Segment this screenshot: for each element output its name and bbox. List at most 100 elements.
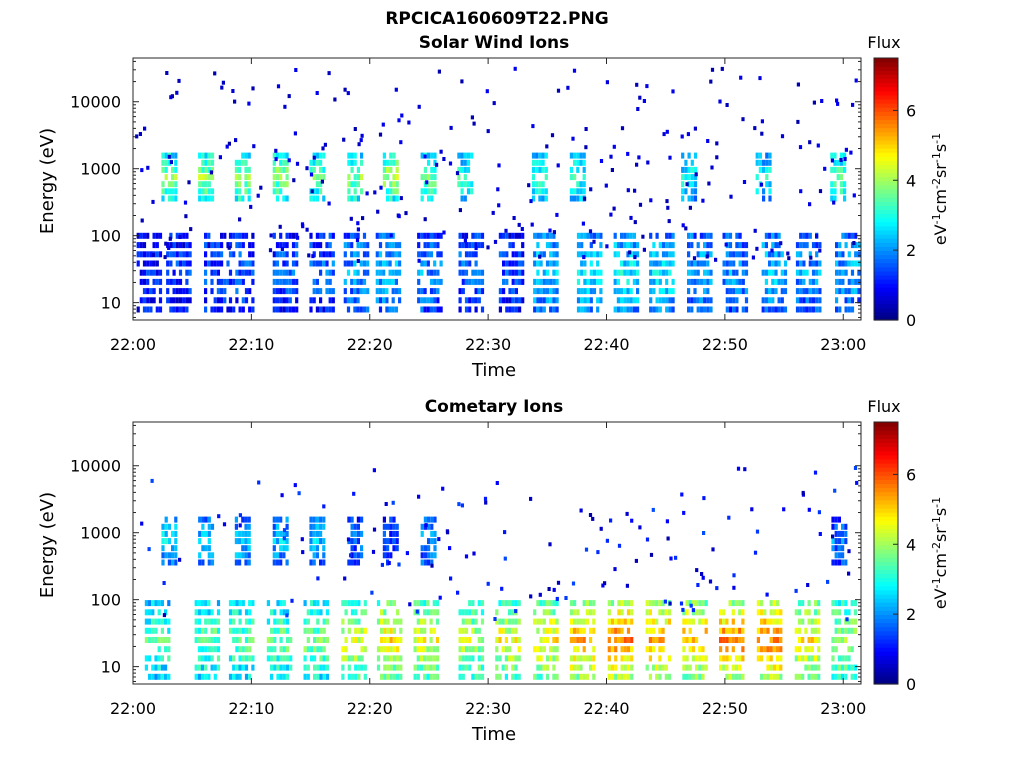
- heatmap-cell: [244, 152, 248, 159]
- heatmap-cell: [688, 637, 692, 643]
- heatmap-cell: [420, 530, 424, 537]
- heatmap-cell: [282, 306, 286, 313]
- heatmap-cell: [315, 552, 319, 559]
- heatmap-cell: [596, 306, 600, 313]
- heatmap-cell: [309, 538, 313, 545]
- heatmap-cell: [194, 609, 198, 616]
- heatmap-cell: [207, 545, 211, 552]
- heatmap-cell: [161, 152, 165, 159]
- heatmap-cell: [322, 516, 326, 523]
- heatmap-cell: [375, 288, 379, 295]
- heatmap-cell: [210, 269, 214, 276]
- heatmap-cell: [166, 297, 170, 304]
- heatmap-cell: [552, 664, 556, 671]
- heatmap-cell: [731, 637, 735, 643]
- heatmap-cell: [837, 664, 841, 671]
- heatmap-cell: [232, 278, 236, 285]
- heatmap-cell: [765, 181, 769, 188]
- heatmap-cell: [802, 232, 806, 239]
- heatmap-cell: [285, 278, 289, 285]
- heatmap-cell: [521, 260, 525, 267]
- heatmap-cell: [325, 269, 329, 276]
- colorbar-segment: [874, 201, 898, 206]
- heatmap-cell: [430, 538, 434, 545]
- heatmap-cell: [508, 646, 512, 653]
- heatmap-cell: [850, 242, 855, 249]
- heatmap-cell: [458, 627, 462, 634]
- heatmap-cell: [275, 242, 280, 249]
- heatmap-cell: [235, 297, 239, 304]
- heatmap-cell: [796, 82, 800, 87]
- heatmap-cell: [136, 251, 140, 258]
- heatmap-cell: [536, 673, 540, 680]
- heatmap-cell: [652, 288, 656, 295]
- heatmap-cell: [449, 576, 453, 581]
- heatmap-cell: [687, 269, 691, 276]
- heatmap-cell: [426, 600, 430, 607]
- heatmap-cell: [238, 242, 242, 249]
- heatmap-cell: [174, 166, 178, 173]
- heatmap-cell: [703, 297, 707, 304]
- heatmap-cell: [539, 232, 543, 239]
- heatmap-cell: [589, 260, 593, 267]
- heatmap-cell: [658, 278, 662, 285]
- colorbar-segment: [874, 467, 898, 472]
- heatmap-cell: [626, 188, 630, 193]
- heatmap-cell: [549, 600, 553, 607]
- heatmap-cell: [688, 618, 692, 625]
- heatmap-cell: [807, 637, 811, 643]
- heatmap-cell: [549, 297, 553, 304]
- heatmap-cell: [695, 600, 699, 607]
- heatmap-cell: [238, 655, 242, 662]
- heatmap-cell: [315, 545, 319, 552]
- heatmap-cell: [541, 152, 545, 159]
- heatmap-cell: [579, 655, 583, 662]
- heatmap-cell: [582, 166, 586, 173]
- heatmap-cell: [776, 627, 780, 634]
- heatmap-cell: [288, 288, 292, 295]
- heatmap-cell: [632, 297, 636, 304]
- heatmap-cell: [844, 627, 848, 634]
- heatmap-cell: [646, 160, 650, 165]
- heatmap-cell: [423, 600, 427, 607]
- heatmap-cell: [830, 152, 834, 159]
- heatmap-cell: [648, 673, 652, 680]
- heatmap-cell: [201, 545, 205, 552]
- heatmap-cell: [464, 251, 469, 258]
- heatmap-cell: [357, 673, 361, 680]
- heatmap-cell: [144, 609, 148, 616]
- heatmap-cell: [426, 655, 430, 662]
- heatmap-cell: [315, 516, 319, 523]
- heatmap-cell: [817, 627, 821, 634]
- heatmap-cell: [300, 222, 305, 227]
- heatmap-cell: [328, 297, 332, 304]
- heatmap-cell: [542, 627, 546, 634]
- heatmap-cell: [661, 664, 665, 671]
- heatmap-cell: [573, 655, 577, 662]
- heatmap-cell: [316, 646, 320, 653]
- heatmap-cell: [795, 306, 800, 313]
- heatmap-cell: [616, 269, 620, 276]
- heatmap-cell: [632, 251, 636, 258]
- heatmap-cell: [349, 216, 353, 221]
- heatmap-cell: [585, 618, 589, 625]
- colorbar-segment: [874, 66, 898, 71]
- heatmap-cell: [464, 627, 469, 634]
- heatmap-cell: [207, 600, 211, 607]
- heatmap-cell: [232, 655, 236, 662]
- heatmap-cell: [533, 297, 537, 304]
- heatmap-cell: [502, 288, 506, 295]
- heatmap-cell: [198, 195, 202, 202]
- heatmap-cell: [764, 278, 768, 285]
- heatmap-cell: [841, 288, 845, 295]
- heatmap-cell: [426, 260, 430, 267]
- heatmap-cell: [366, 269, 370, 276]
- heatmap-cell: [830, 188, 834, 195]
- heatmap-cell: [763, 627, 767, 634]
- heatmap-cell: [722, 232, 726, 239]
- heatmap-cell: [426, 232, 430, 239]
- heatmap-cell: [430, 166, 434, 173]
- heatmap-cell: [552, 297, 556, 304]
- heatmap-cell: [706, 278, 710, 285]
- colorbar-segment: [874, 209, 898, 215]
